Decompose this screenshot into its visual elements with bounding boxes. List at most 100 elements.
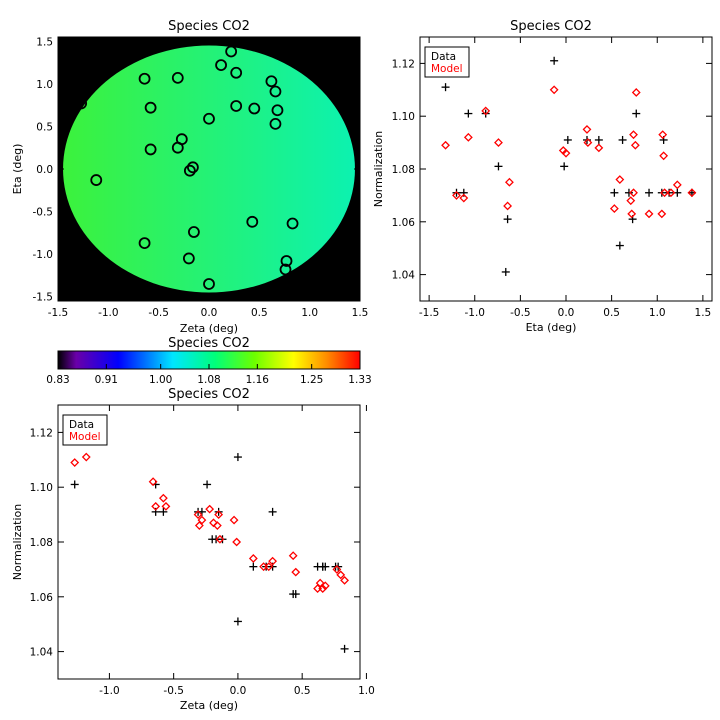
zeta-model-series	[70, 452, 349, 593]
map-y-ticks: -1.5 -1.0 -0.5 0.0 0.5 1.0 1.5	[33, 36, 360, 304]
zeta-legend-data: Data	[69, 419, 94, 431]
eta-data-series	[441, 56, 696, 276]
y-tick-label: 0.5	[36, 121, 53, 133]
eta-title: Species CO2	[510, 19, 592, 34]
x-tick-label: 0.0	[558, 307, 575, 319]
colorbar-panel: Species CO2 0.83 0.91 1.00 1.08 1.16 1.25 1.33	[46, 336, 371, 386]
eta-model-point	[666, 188, 676, 198]
colorbar-tick-label: 0.83	[46, 374, 69, 386]
eta-legend: Data Model	[424, 46, 470, 78]
eta-data-point	[594, 135, 603, 144]
y-tick-label: 1.06	[392, 217, 416, 229]
eta-data-point	[645, 188, 654, 197]
map-sample-marker	[203, 112, 215, 125]
y-tick-label: 1.10	[30, 482, 53, 494]
eta-model-point	[657, 209, 667, 219]
map-sample-marker	[225, 45, 238, 58]
eta-data-point	[610, 188, 619, 197]
x-tick-label: 0.0	[230, 685, 247, 697]
eta-legend-data: Data	[431, 51, 456, 63]
eta-model-point	[672, 180, 682, 190]
y-tick-label: 1.08	[30, 537, 53, 549]
colorbar-tick-label: 1.33	[348, 374, 371, 386]
zeta-model-point	[214, 510, 224, 520]
zeta-model-point	[197, 515, 207, 525]
zeta-data-point	[318, 562, 327, 571]
eta-data-point	[464, 109, 473, 118]
zeta-model-point	[268, 556, 278, 566]
eta-model-point	[505, 177, 514, 187]
eta-data-point	[632, 109, 641, 118]
map-sample-marker	[75, 97, 88, 110]
x-tick-label: 1.0	[358, 685, 375, 697]
zeta-data-point	[291, 590, 300, 599]
y-tick-label: 1.04	[30, 647, 54, 659]
eta-model-point	[627, 209, 637, 219]
zeta-data-series	[70, 453, 349, 653]
x-tick-label: 1.0	[301, 307, 318, 319]
map-sample-marker	[265, 75, 278, 88]
y-tick-label: 1.12	[392, 58, 415, 70]
eta-legend-model: Model	[431, 63, 463, 75]
eta-model-point	[629, 130, 638, 140]
eta-data-point	[441, 83, 450, 92]
x-tick-label: -1.5	[48, 307, 69, 319]
eta-panel: Species CO2 -1.5 -1.0 -0.5 0.0 0.5 1.0 1.5 1.0…	[372, 19, 713, 334]
eta-data-point	[459, 188, 468, 197]
map-sample-marker	[230, 100, 243, 112]
map-sample-marker	[279, 263, 292, 276]
eta-x-axis-label: Eta (deg)	[526, 321, 577, 334]
map-sample-marker	[183, 164, 196, 177]
x-tick-label: 1.5	[352, 307, 369, 319]
zeta-model-point	[205, 504, 215, 514]
x-tick-label: 1.5	[695, 307, 712, 319]
eta-x-ticks: -1.5 -1.0 -0.5 0.0 0.5 1.0 1.5	[419, 37, 711, 319]
map-sample-marker	[187, 226, 200, 238]
zeta-model-point	[148, 477, 158, 487]
map-x-axis-label: Zeta (deg)	[180, 322, 238, 335]
map-x-ticks: -1.5 -1.0 -0.5 0.0 0.5 1.0 1.5	[48, 37, 369, 319]
map-sample-marker	[203, 278, 215, 290]
eta-model-point	[629, 188, 638, 198]
eta-data-point	[550, 56, 559, 65]
y-tick-label: 1.12	[30, 427, 53, 439]
map-sample-marker	[215, 59, 227, 72]
zeta-data-point	[159, 507, 168, 516]
eta-data-point	[665, 188, 674, 197]
map-disk	[63, 45, 355, 293]
eta-model-point	[481, 106, 491, 116]
zeta-data-point	[70, 480, 79, 489]
eta-model-point	[631, 88, 641, 97]
map-sample-marker	[269, 85, 282, 98]
y-tick-label: 1.04	[392, 270, 416, 282]
map-sample-marker	[171, 71, 184, 84]
zeta-plot-frame	[57, 404, 361, 680]
y-tick-label: 1.06	[30, 592, 54, 604]
x-tick-label: -1.0	[99, 685, 120, 697]
x-tick-label: 0.5	[603, 307, 620, 319]
eta-model-point	[644, 209, 654, 219]
eta-model-point	[660, 188, 669, 198]
colorbar-ticks: 0.83 0.91 1.00 1.08 1.16 1.25 1.33	[46, 364, 372, 386]
zeta-model-point	[209, 518, 218, 528]
zeta-model-point	[215, 534, 225, 544]
x-tick-label: -0.5	[510, 307, 531, 319]
y-tick-label: 1.10	[392, 111, 415, 123]
y-tick-label: 1.0	[36, 79, 53, 91]
zeta-model-point	[336, 570, 346, 580]
zeta-model-point	[291, 567, 301, 577]
map-sample-marker	[186, 161, 199, 174]
map-sample-marker	[138, 72, 151, 85]
eta-model-point	[494, 138, 503, 148]
eta-model-point	[561, 148, 571, 158]
map-sample-marker	[138, 237, 151, 249]
eta-model-series	[441, 85, 697, 219]
eta-data-point	[618, 135, 627, 144]
zeta-model-point	[315, 578, 325, 588]
colorbar-tick-label: 1.25	[300, 374, 323, 386]
y-tick-label: -0.5	[33, 207, 54, 219]
x-tick-label: 0.5	[251, 307, 268, 319]
zeta-x-ticks: -1.0 -0.5 0.0 0.5 1.0	[99, 405, 375, 697]
zeta-model-point	[248, 554, 258, 563]
map-sample-marker	[90, 174, 103, 186]
